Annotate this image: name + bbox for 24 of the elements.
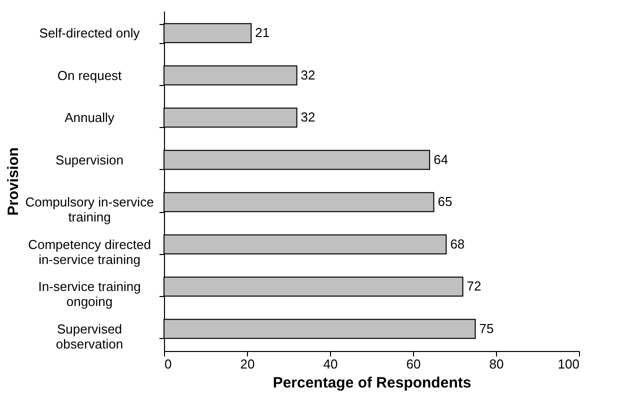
y-tick-label: Supervision (56, 152, 124, 168)
y-tick-label: Self-directed only (39, 26, 140, 41)
y-tick-label: Compulsory in-service training (25, 194, 154, 225)
y-tick-label: In-service training ongoing (38, 279, 141, 310)
data-label: 65 (438, 194, 452, 210)
y-tick-label: Competency directed in-service training (28, 236, 151, 267)
y-tick-label: On request (57, 68, 122, 83)
x-tick-label: 100 (558, 356, 580, 372)
data-label: 72 (466, 278, 482, 294)
x-tick-label: 60 (406, 356, 421, 372)
y-tick-label: Supervised observation (56, 321, 124, 352)
data-label: 68 (450, 236, 465, 252)
data-label: 21 (255, 25, 270, 40)
data-label: 64 (434, 152, 448, 167)
data-label: 32 (300, 67, 316, 82)
y-tick-label: Annually (64, 110, 115, 126)
x-tick-label: 80 (489, 356, 504, 372)
data-label: 32 (300, 110, 316, 125)
x-tick-label: 0 (164, 356, 172, 372)
x-tick-label: 20 (240, 356, 255, 372)
x-tick-label: 40 (323, 356, 338, 372)
data-label: 75 (479, 320, 494, 336)
y-axis-title: Provision (5, 147, 22, 216)
x-axis-title: Percentage of Respondents (272, 374, 472, 392)
